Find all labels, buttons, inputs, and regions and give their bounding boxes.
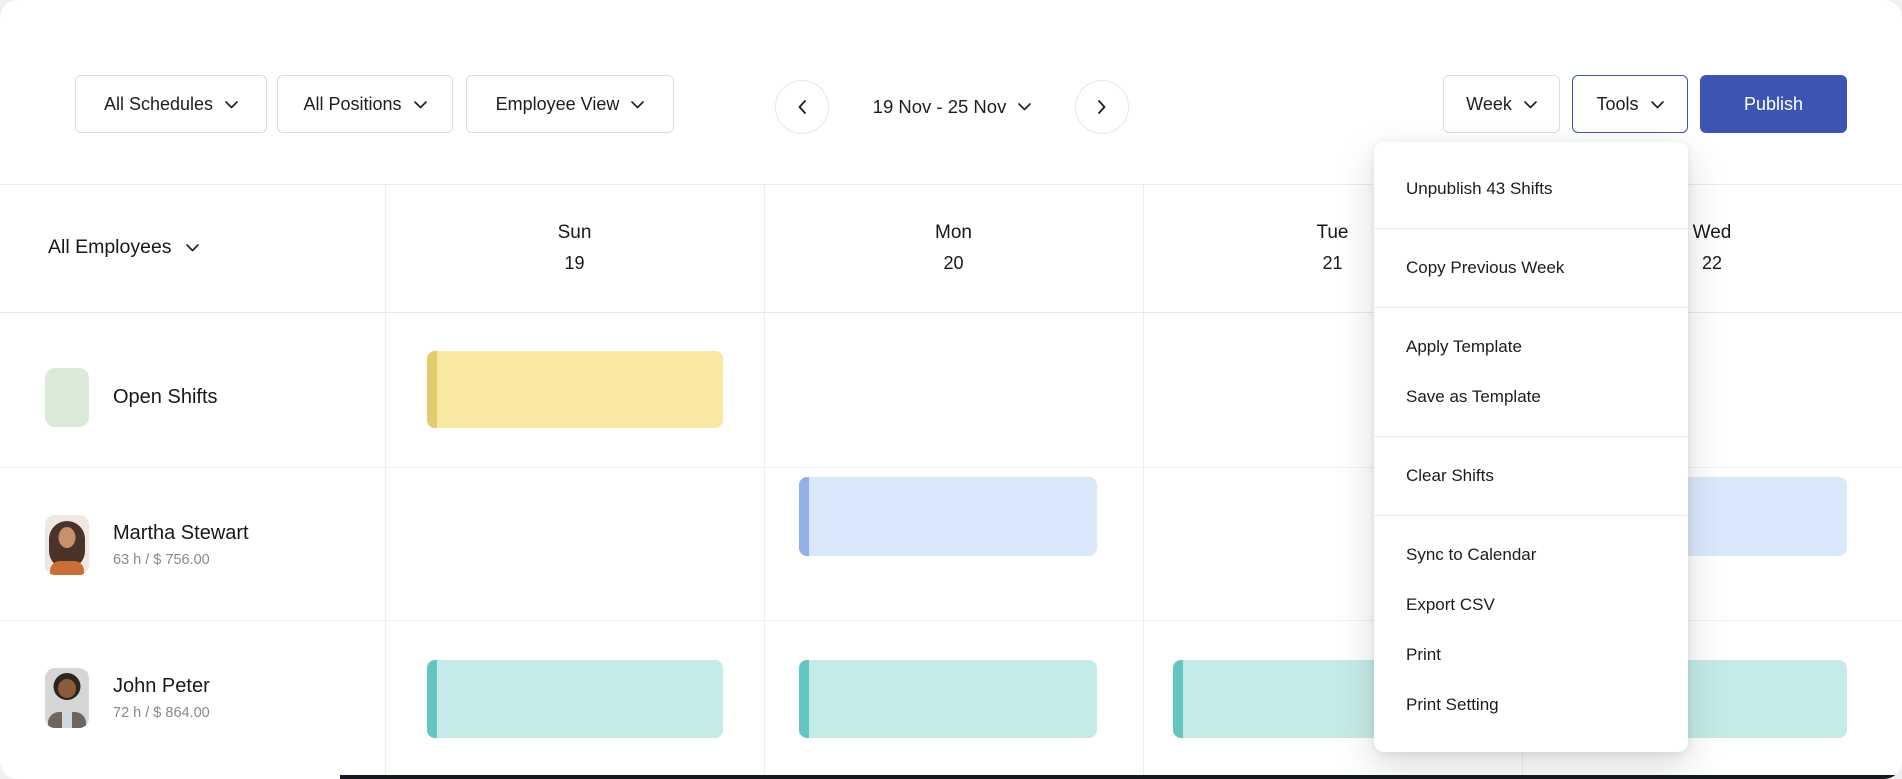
day-date: 22 (1701, 253, 1723, 273)
day-name: Tue (1316, 222, 1349, 243)
day-name: Sun (557, 222, 592, 243)
filter-label: All Positions (303, 93, 402, 114)
publish-button[interactable]: Publish (1700, 75, 1847, 133)
avatar (45, 515, 89, 575)
day-header-sun: Sun 19 (385, 184, 764, 312)
tools-menu: Unpublish 43 Shifts Copy Previous Week App… (1374, 142, 1688, 752)
chevron-down-icon (1018, 103, 1032, 111)
all-employees-dropdown[interactable]: All Employees (48, 236, 199, 259)
filter-dropdown-view[interactable]: Employee View (466, 75, 674, 133)
grid-line (1143, 184, 1144, 779)
menu-item-save-as-template[interactable]: Save as Template (1406, 387, 1541, 406)
shift-accent-bar (799, 477, 809, 556)
bottom-edge (340, 775, 1902, 779)
chevron-down-icon (1524, 100, 1537, 109)
view-mode-dropdown[interactable]: Week (1443, 75, 1560, 133)
header-top-border (0, 184, 1902, 185)
shift-accent-bar (427, 351, 437, 428)
row-open-shifts[interactable]: Open Shifts (45, 368, 218, 427)
previous-week-button[interactable] (775, 80, 829, 134)
shift-accent-bar (1173, 660, 1183, 738)
menu-item-apply-template[interactable]: Apply Template (1406, 337, 1522, 356)
shift-block-blue[interactable] (799, 477, 1097, 556)
row-text: John Peter 72 h / $ 864.00 (113, 675, 210, 721)
menu-group: Unpublish 43 Shifts (1374, 150, 1688, 228)
employee-hours-pay: 72 h / $ 864.00 (113, 705, 210, 721)
tools-dropdown[interactable]: Tools (1572, 75, 1688, 133)
shift-block-yellow[interactable] (427, 351, 723, 428)
row-divider (0, 620, 1902, 621)
open-shifts-tile (45, 368, 89, 427)
grid-line (764, 184, 765, 779)
chevron-right-icon (1097, 99, 1107, 115)
chevron-down-icon (631, 100, 645, 109)
row-text: Martha Stewart 63 h / $ 756.00 (113, 522, 249, 568)
view-mode-label: Week (1466, 93, 1512, 114)
day-header-wed: Wed 22 (1522, 184, 1902, 312)
grid-line (385, 184, 386, 779)
menu-item-clear-shifts[interactable]: Clear Shifts (1406, 466, 1494, 485)
day-date: 20 (943, 253, 964, 273)
employee-name: John Peter (113, 675, 210, 697)
menu-group: Apply Template Save as Template (1374, 307, 1688, 436)
chevron-down-icon (413, 100, 427, 109)
next-week-button[interactable] (1075, 80, 1129, 134)
tools-label: Tools (1596, 93, 1639, 114)
avatar (45, 668, 89, 728)
date-range-dropdown[interactable]: 19 Nov - 25 Nov (829, 80, 1075, 134)
employee-name: Open Shifts (113, 386, 218, 408)
row-martha-stewart[interactable]: Martha Stewart 63 h / $ 756.00 (45, 515, 249, 575)
menu-group: Clear Shifts (1374, 436, 1688, 515)
shift-block-teal[interactable] (799, 660, 1097, 738)
employee-hours-pay: 63 h / $ 756.00 (113, 552, 210, 568)
day-date: 21 (1322, 253, 1343, 273)
row-text: Open Shifts (113, 386, 218, 409)
menu-item-print-setting[interactable]: Print Setting (1406, 695, 1499, 714)
header-bottom-border (0, 312, 1902, 313)
filter-label: Employee View (495, 93, 620, 114)
chevron-down-icon (225, 100, 238, 109)
row-divider (0, 467, 1902, 468)
publish-label: Publish (1743, 93, 1804, 114)
shift-accent-bar (799, 660, 809, 738)
chevron-down-icon (185, 243, 199, 252)
menu-item-print[interactable]: Print (1406, 645, 1441, 664)
shift-block-teal[interactable] (427, 660, 723, 738)
menu-item-unpublish-43-shifts[interactable]: Unpublish 43 Shifts (1406, 179, 1553, 198)
date-range-label: 19 Nov - 25 Nov (872, 96, 1007, 117)
filter-dropdown-positions[interactable]: All Positions (277, 75, 453, 133)
menu-item-copy-previous-week[interactable]: Copy Previous Week (1406, 258, 1565, 277)
menu-item-sync-to-calendar[interactable]: Sync to Calendar (1406, 545, 1537, 564)
day-date: 19 (564, 253, 585, 273)
menu-group: Copy Previous Week (1374, 228, 1688, 307)
menu-item-export-csv[interactable]: Export CSV (1406, 595, 1495, 614)
row-john-peter[interactable]: John Peter 72 h / $ 864.00 (45, 668, 210, 728)
chevron-left-icon (797, 99, 807, 115)
day-header-mon: Mon 20 (764, 184, 1143, 312)
menu-group: Sync to Calendar Export CSV Print Print Set… (1374, 515, 1688, 744)
day-name: Wed (1692, 222, 1732, 243)
day-header-tue: Tue 21 (1143, 184, 1522, 312)
filter-dropdown-schedules[interactable]: All Schedules (75, 75, 267, 133)
employee-name: Martha Stewart (113, 522, 249, 544)
shift-accent-bar (427, 660, 437, 738)
day-name: Mon (935, 222, 972, 243)
chevron-down-icon (1650, 100, 1664, 109)
all-employees-label: All Employees (48, 236, 172, 258)
filter-label: All Schedules (103, 93, 214, 114)
